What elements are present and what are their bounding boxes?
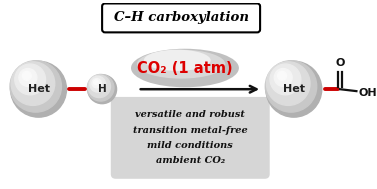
Ellipse shape	[137, 50, 225, 79]
Text: OH: OH	[359, 88, 377, 98]
Circle shape	[88, 75, 116, 104]
Text: transition metal-free: transition metal-free	[133, 126, 248, 135]
Text: Het: Het	[28, 84, 49, 94]
Text: O: O	[336, 58, 345, 68]
Circle shape	[11, 61, 66, 117]
Text: CO₂ (1 atm): CO₂ (1 atm)	[137, 60, 233, 76]
FancyBboxPatch shape	[111, 97, 270, 179]
Circle shape	[10, 61, 61, 112]
Text: C–H carboxylation: C–H carboxylation	[113, 11, 248, 24]
Text: Het: Het	[283, 84, 305, 94]
Circle shape	[87, 74, 114, 101]
Circle shape	[19, 69, 37, 86]
Text: H: H	[98, 84, 106, 94]
Circle shape	[22, 71, 31, 80]
Circle shape	[267, 62, 310, 105]
Circle shape	[11, 62, 55, 105]
Text: mild conditions: mild conditions	[147, 141, 233, 150]
Circle shape	[88, 75, 110, 98]
Ellipse shape	[144, 50, 211, 71]
Circle shape	[277, 71, 287, 80]
Circle shape	[90, 76, 106, 92]
Ellipse shape	[131, 49, 239, 87]
Circle shape	[92, 78, 101, 88]
Text: versatile and robust: versatile and robust	[135, 110, 245, 119]
Circle shape	[266, 61, 322, 117]
FancyBboxPatch shape	[102, 3, 260, 32]
Text: ambient CO₂: ambient CO₂	[156, 156, 225, 165]
Circle shape	[274, 69, 292, 86]
Circle shape	[94, 80, 98, 85]
Circle shape	[270, 64, 301, 95]
Circle shape	[265, 61, 317, 112]
Circle shape	[15, 64, 46, 95]
